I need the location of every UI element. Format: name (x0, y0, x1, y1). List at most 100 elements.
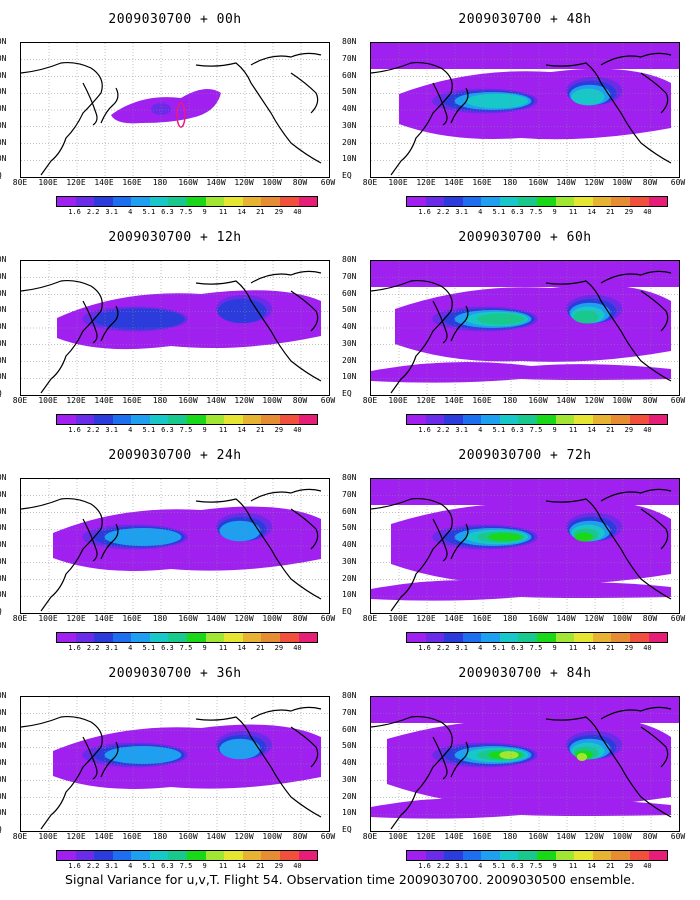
latitude-label: 50N (342, 741, 357, 751)
map-svg (21, 43, 329, 177)
colorbar-label: 5.1 (492, 208, 506, 216)
longitude-label: 80E (362, 396, 378, 405)
colorbar-swatch (611, 633, 630, 642)
variance-field (371, 479, 679, 601)
latitude-label: 50N (0, 305, 7, 315)
variance-field (111, 89, 221, 128)
latitude-label: 10N (0, 808, 7, 818)
latitude-label: 70N (342, 53, 357, 63)
colorbar-label: 11 (568, 208, 578, 216)
latitude-label: 50N (342, 523, 357, 533)
longitude-label: 100E (388, 396, 408, 405)
colorbar-label: 6.3 (511, 644, 524, 652)
latitude-label: 30N (0, 774, 7, 784)
colorbar-label: 7.5 (179, 426, 193, 434)
longitude-label: 100E (38, 614, 58, 623)
colorbar-label: 21 (256, 644, 265, 652)
colorbar-label: 7.5 (179, 208, 193, 216)
colorbar-label: 29 (274, 426, 284, 434)
longitude-label: 120W (234, 178, 254, 187)
panel-title: 2009030700 + 84h (458, 666, 592, 681)
longitude-label: 60W (670, 832, 686, 841)
colorbar-label: 5.1 (492, 644, 506, 652)
colorbar-swatch (537, 851, 556, 860)
colorbar-swatch (75, 633, 95, 642)
longitude-label: 160E (472, 396, 492, 405)
colorbar-label: 9 (552, 644, 557, 652)
forecast-panel: 2009030700 + 36h 80N 70N 60N 50N 40N 30N 20N 10N… (0, 654, 350, 876)
colorbar-label: 7.5 (529, 862, 543, 870)
colorbar (56, 196, 318, 207)
colorbar-swatch (462, 851, 482, 860)
colorbar-label: 1.6 (68, 644, 81, 652)
colorbar-swatch (407, 415, 426, 424)
longitude-label: 100W (262, 178, 282, 187)
map-area (370, 260, 680, 396)
latitude-label: EQ (0, 390, 18, 398)
latitude-label: 80N (0, 255, 7, 264)
colorbar-swatch (611, 851, 630, 860)
longitude-label: 100E (388, 178, 408, 187)
latitude-label: 20N (342, 573, 357, 583)
colorbar-swatch (499, 197, 519, 206)
colorbar-swatch (279, 851, 299, 860)
longitude-label: 160E (472, 832, 492, 841)
panel-title: 2009030700 + 48h (458, 12, 592, 27)
colorbar-swatch (592, 415, 612, 424)
forecast-panel: 2009030700 + 48h 80N 70N 60N 50N 40N 30N 20N 10N… (342, 0, 700, 222)
longitude-label: 80W (292, 396, 308, 405)
longitude-label: 100W (262, 614, 282, 623)
colorbar-label: 29 (274, 862, 284, 870)
longitude-label: 100E (38, 396, 58, 405)
colorbar (406, 850, 668, 861)
colorbar-swatch (149, 633, 169, 642)
map-area (20, 260, 330, 396)
colorbar-label: 1.6 (68, 426, 81, 434)
latitude-label: 80N (342, 37, 357, 46)
colorbar-swatch (131, 851, 150, 860)
latitude-label: 40N (0, 758, 7, 767)
colorbar-swatch (187, 851, 206, 860)
latitude-label: 80N (0, 37, 7, 46)
colorbar-swatch (279, 633, 299, 642)
longitude-label: 160E (472, 614, 492, 623)
latitude-label: 40N (0, 322, 7, 331)
variance-field (371, 697, 679, 819)
coastline (371, 706, 672, 830)
colorbar-labels: 1.6 2.2 3.1 4 5.1 6.3 7.5 9 11 14 21 29 40 (406, 644, 666, 653)
colorbar (56, 632, 318, 643)
colorbar-swatch (94, 415, 113, 424)
latitude-label: 30N (0, 120, 7, 130)
colorbar-label: 9 (202, 426, 207, 434)
colorbar-swatch (518, 415, 538, 424)
colorbar-label: 6.3 (161, 426, 174, 434)
map-area (370, 42, 680, 178)
latitude-label: 50N (0, 87, 7, 97)
colorbar-swatch (149, 197, 169, 206)
colorbar-labels: 1.6 2.2 3.1 4 5.1 6.3 7.5 9 11 14 21 29 40 (406, 862, 666, 871)
longitude-label: 80E (12, 396, 28, 405)
colorbar-label: 9 (202, 644, 207, 652)
colorbar-label: 14 (587, 862, 596, 870)
colorbar-swatch (205, 197, 225, 206)
colorbar-label: 40 (643, 426, 652, 434)
longitude-label: 80W (642, 614, 658, 623)
longitude-label: 140E (444, 832, 464, 841)
colorbar-swatch (648, 633, 668, 642)
colorbar-swatch (168, 197, 188, 206)
colorbar-label: 40 (643, 644, 652, 652)
coastline (21, 270, 322, 394)
colorbar-label: 6.3 (161, 862, 174, 870)
colorbar-label: 7.5 (529, 426, 543, 434)
colorbar-label: 11 (218, 644, 228, 652)
latitude-label: 60N (0, 506, 7, 516)
colorbar (406, 632, 668, 643)
colorbar-swatch (425, 197, 445, 206)
longitude-label: 80W (292, 614, 308, 623)
coastline (21, 488, 322, 612)
colorbar-swatch (462, 197, 482, 206)
map-svg (371, 43, 679, 177)
map-svg (371, 261, 679, 395)
colorbar-labels: 1.6 2.2 3.1 4 5.1 6.3 7.5 9 11 14 21 29 40 (56, 208, 316, 217)
forecast-panel: 2009030700 + 24h 80N 70N 60N 50N 40N 30N 20N 10N… (0, 436, 350, 658)
